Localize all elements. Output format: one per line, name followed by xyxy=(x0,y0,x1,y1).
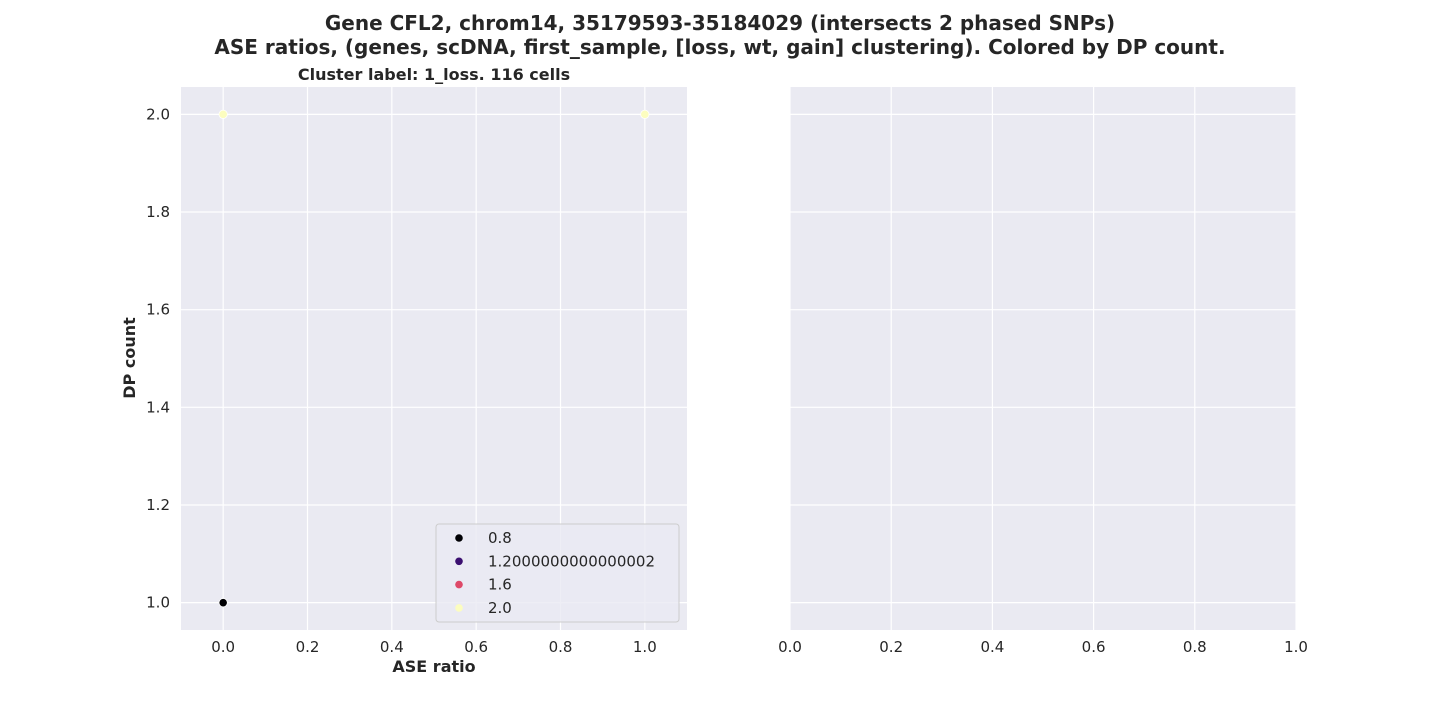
left-data-points xyxy=(218,109,650,608)
legend-label: 0.8 xyxy=(488,529,512,547)
legend-marker xyxy=(455,580,463,589)
legend-marker xyxy=(455,604,463,612)
y-tick-label: 1.8 xyxy=(146,203,170,221)
legend: 0.8 1.2000000000000002 1.6 2.0 xyxy=(435,523,680,623)
left-gridlines xyxy=(181,87,687,630)
x-tick-label: 0.2 xyxy=(879,638,903,656)
data-point xyxy=(218,109,228,119)
data-point xyxy=(640,109,650,119)
legend-label: 1.2000000000000002 xyxy=(488,552,655,570)
data-point xyxy=(218,598,228,608)
x-tick-label: 0.0 xyxy=(211,638,235,656)
right-plot-area xyxy=(790,87,1296,630)
right-scatter-axes: 0.0 0.2 0.4 0.6 0.8 1.0 xyxy=(778,87,1308,656)
left-y-tick-labels: 1.0 1.2 1.4 1.6 1.8 2.0 xyxy=(146,105,170,611)
x-tick-label: 0.2 xyxy=(296,638,320,656)
figure-title-line2: ASE ratios, (genes, scDNA, first_sample,… xyxy=(214,35,1225,59)
x-tick-label: 1.0 xyxy=(1284,638,1308,656)
x-tick-label: 0.4 xyxy=(980,638,1004,656)
x-tick-label: 0.8 xyxy=(1183,638,1207,656)
y-tick-label: 1.0 xyxy=(146,594,170,612)
figure-title-line1: Gene CFL2, chrom14, 35179593-35184029 (i… xyxy=(325,11,1115,35)
legend-marker xyxy=(455,557,463,566)
x-tick-label: 0.4 xyxy=(380,638,404,656)
left-y-axis-label: DP count xyxy=(120,317,139,399)
x-tick-label: 0.6 xyxy=(1082,638,1106,656)
legend-label: 1.6 xyxy=(488,576,512,594)
left-axes-title: Cluster label: 1_loss. 116 cells xyxy=(298,65,570,84)
x-tick-label: 0.0 xyxy=(778,638,802,656)
x-tick-label: 1.0 xyxy=(633,638,657,656)
legend-marker xyxy=(455,534,463,542)
y-tick-label: 1.4 xyxy=(146,398,170,416)
y-tick-label: 1.2 xyxy=(146,496,170,514)
left-scatter-axes: 0.0 0.2 0.4 0.6 0.8 1.0 1.0 1.2 1.4 1.6 1.8 2.0 Cl… xyxy=(120,65,687,676)
x-tick-label: 0.6 xyxy=(464,638,488,656)
right-x-tick-labels: 0.0 0.2 0.4 0.6 0.8 1.0 xyxy=(778,638,1308,656)
legend-label: 2.0 xyxy=(488,599,512,617)
right-gridlines xyxy=(789,87,1297,630)
legend-frame xyxy=(435,523,680,623)
x-tick-label: 0.8 xyxy=(549,638,573,656)
left-x-tick-labels: 0.0 0.2 0.4 0.6 0.8 1.0 xyxy=(211,638,657,656)
y-tick-label: 1.6 xyxy=(146,301,170,319)
left-x-axis-label: ASE ratio xyxy=(392,657,475,676)
y-tick-label: 2.0 xyxy=(146,105,170,123)
